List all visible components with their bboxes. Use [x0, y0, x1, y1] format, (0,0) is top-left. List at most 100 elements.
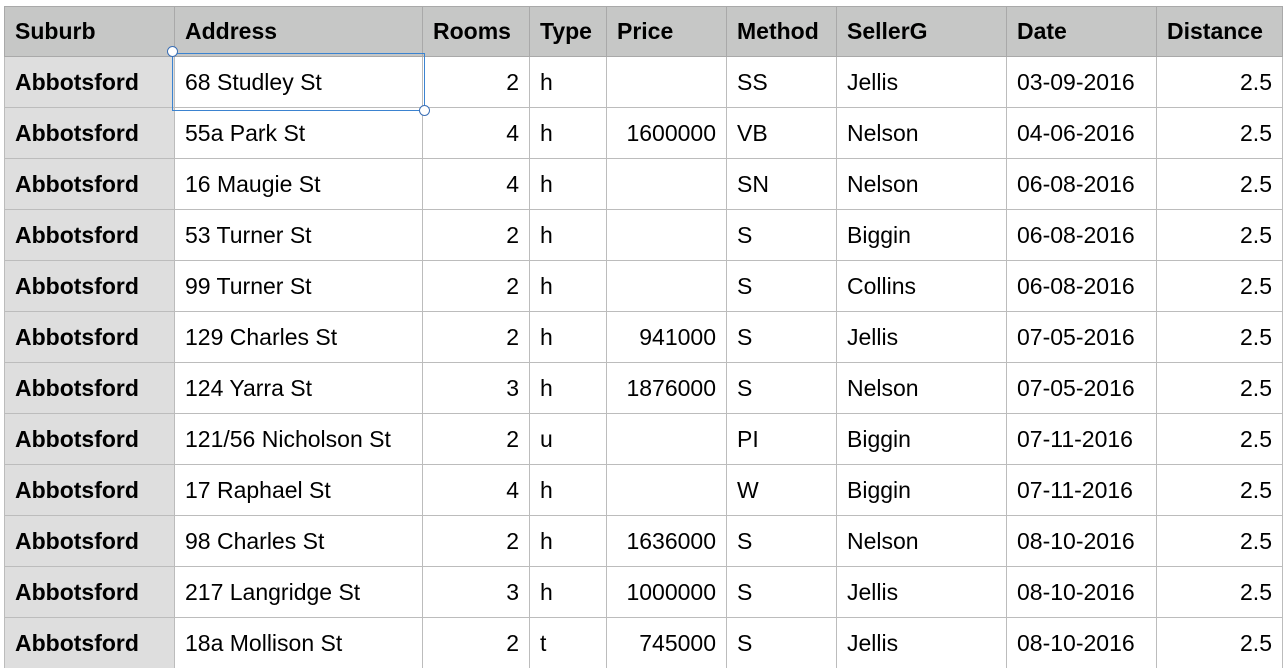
cell-suburb[interactable]: Abbotsford: [4, 209, 175, 261]
cell-rooms[interactable]: 3: [422, 362, 530, 414]
cell-rooms[interactable]: 2: [422, 311, 530, 363]
cell-date[interactable]: 04-06-2016: [1006, 107, 1157, 159]
cell-distance[interactable]: 2.5: [1156, 464, 1283, 516]
cell-method[interactable]: S: [726, 515, 837, 567]
cell-rooms[interactable]: 4: [422, 464, 530, 516]
cell-price[interactable]: [606, 464, 727, 516]
cell-price[interactable]: [606, 209, 727, 261]
cell-type[interactable]: h: [529, 209, 607, 261]
column-header-date[interactable]: Date: [1006, 6, 1157, 57]
cell-sellerg[interactable]: Biggin: [836, 209, 1007, 261]
cell-address[interactable]: 55a Park St: [174, 107, 423, 159]
cell-address[interactable]: 53 Turner St: [174, 209, 423, 261]
cell-distance[interactable]: 2.5: [1156, 362, 1283, 414]
cell-method[interactable]: W: [726, 464, 837, 516]
cell-rooms[interactable]: 2: [422, 413, 530, 465]
cell-date[interactable]: 08-10-2016: [1006, 566, 1157, 618]
cell-distance[interactable]: 2.5: [1156, 260, 1283, 312]
cell-method[interactable]: S: [726, 617, 837, 668]
cell-type[interactable]: h: [529, 362, 607, 414]
cell-sellerg[interactable]: Nelson: [836, 107, 1007, 159]
cell-price[interactable]: 1876000: [606, 362, 727, 414]
cell-price[interactable]: 1636000: [606, 515, 727, 567]
cell-type[interactable]: h: [529, 158, 607, 210]
selection-handle-bottom-right[interactable]: [419, 105, 430, 116]
cell-sellerg[interactable]: Jellis: [836, 311, 1007, 363]
cell-sellerg[interactable]: Nelson: [836, 515, 1007, 567]
cell-rooms[interactable]: 4: [422, 158, 530, 210]
cell-method[interactable]: S: [726, 260, 837, 312]
cell-sellerg[interactable]: Nelson: [836, 158, 1007, 210]
cell-address[interactable]: 17 Raphael St: [174, 464, 423, 516]
column-header-price[interactable]: Price: [606, 6, 727, 57]
column-header-distance[interactable]: Distance: [1156, 6, 1283, 57]
cell-suburb[interactable]: Abbotsford: [4, 617, 175, 668]
cell-suburb[interactable]: Abbotsford: [4, 413, 175, 465]
cell-rooms[interactable]: 4: [422, 107, 530, 159]
cell-method[interactable]: VB: [726, 107, 837, 159]
cell-address[interactable]: 217 Langridge St: [174, 566, 423, 618]
cell-price[interactable]: 941000: [606, 311, 727, 363]
cell-method[interactable]: S: [726, 311, 837, 363]
cell-address[interactable]: 98 Charles St: [174, 515, 423, 567]
cell-method[interactable]: SN: [726, 158, 837, 210]
cell-sellerg[interactable]: Biggin: [836, 464, 1007, 516]
cell-type[interactable]: t: [529, 617, 607, 668]
cell-address[interactable]: 16 Maugie St: [174, 158, 423, 210]
cell-price[interactable]: [606, 158, 727, 210]
cell-rooms[interactable]: 2: [422, 209, 530, 261]
cell-price[interactable]: 745000: [606, 617, 727, 668]
cell-method[interactable]: S: [726, 566, 837, 618]
cell-rooms[interactable]: 3: [422, 566, 530, 618]
cell-sellerg[interactable]: Jellis: [836, 56, 1007, 108]
cell-address[interactable]: 129 Charles St: [174, 311, 423, 363]
column-header-type[interactable]: Type: [529, 6, 607, 57]
cell-rooms[interactable]: 2: [422, 617, 530, 668]
cell-date[interactable]: 07-11-2016: [1006, 464, 1157, 516]
cell-type[interactable]: h: [529, 515, 607, 567]
cell-date[interactable]: 07-05-2016: [1006, 362, 1157, 414]
cell-rooms[interactable]: 2: [422, 260, 530, 312]
cell-price[interactable]: 1600000: [606, 107, 727, 159]
cell-distance[interactable]: 2.5: [1156, 413, 1283, 465]
column-header-suburb[interactable]: Suburb: [4, 6, 175, 57]
cell-suburb[interactable]: Abbotsford: [4, 464, 175, 516]
cell-price[interactable]: 1000000: [606, 566, 727, 618]
cell-suburb[interactable]: Abbotsford: [4, 311, 175, 363]
cell-price[interactable]: [606, 56, 727, 108]
cell-sellerg[interactable]: Jellis: [836, 566, 1007, 618]
cell-date[interactable]: 07-11-2016: [1006, 413, 1157, 465]
cell-distance[interactable]: 2.5: [1156, 311, 1283, 363]
cell-distance[interactable]: 2.5: [1156, 158, 1283, 210]
cell-distance[interactable]: 2.5: [1156, 56, 1283, 108]
cell-distance[interactable]: 2.5: [1156, 617, 1283, 668]
cell-type[interactable]: h: [529, 107, 607, 159]
cell-rooms[interactable]: 2: [422, 56, 530, 108]
cell-distance[interactable]: 2.5: [1156, 515, 1283, 567]
cell-date[interactable]: 06-08-2016: [1006, 209, 1157, 261]
cell-sellerg[interactable]: Jellis: [836, 617, 1007, 668]
column-header-rooms[interactable]: Rooms: [422, 6, 530, 57]
cell-method[interactable]: SS: [726, 56, 837, 108]
cell-suburb[interactable]: Abbotsford: [4, 515, 175, 567]
cell-address[interactable]: 68 Studley St: [174, 56, 423, 108]
selection-handle-top-left[interactable]: [167, 46, 178, 57]
cell-sellerg[interactable]: Collins: [836, 260, 1007, 312]
cell-distance[interactable]: 2.5: [1156, 566, 1283, 618]
cell-suburb[interactable]: Abbotsford: [4, 56, 175, 108]
cell-address[interactable]: 124 Yarra St: [174, 362, 423, 414]
cell-address[interactable]: 18a Mollison St: [174, 617, 423, 668]
cell-method[interactable]: S: [726, 209, 837, 261]
cell-date[interactable]: 03-09-2016: [1006, 56, 1157, 108]
cell-type[interactable]: h: [529, 260, 607, 312]
column-header-sellerg[interactable]: SellerG: [836, 6, 1007, 57]
cell-date[interactable]: 06-08-2016: [1006, 260, 1157, 312]
cell-price[interactable]: [606, 260, 727, 312]
cell-method[interactable]: PI: [726, 413, 837, 465]
cell-type[interactable]: h: [529, 566, 607, 618]
cell-suburb[interactable]: Abbotsford: [4, 566, 175, 618]
cell-price[interactable]: [606, 413, 727, 465]
cell-address[interactable]: 99 Turner St: [174, 260, 423, 312]
cell-suburb[interactable]: Abbotsford: [4, 362, 175, 414]
cell-distance[interactable]: 2.5: [1156, 209, 1283, 261]
